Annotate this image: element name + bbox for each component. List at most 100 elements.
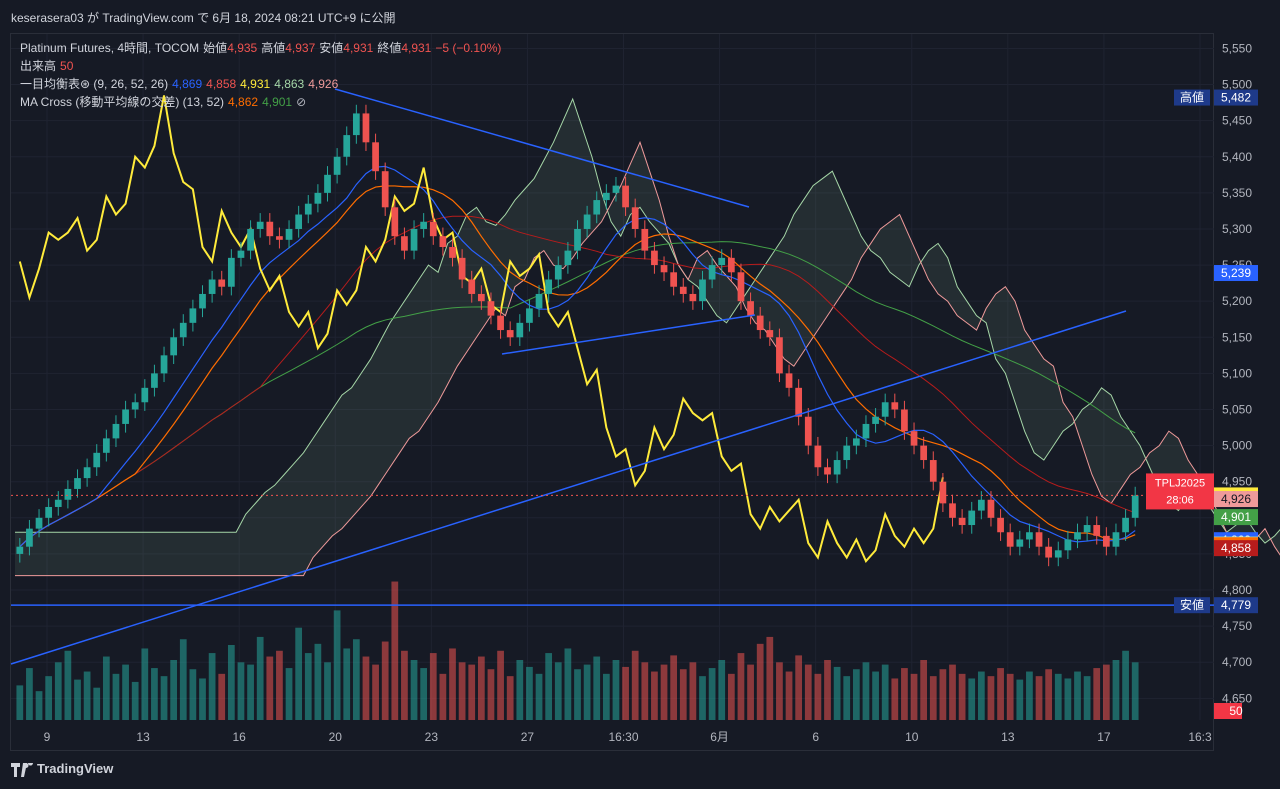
candle-body <box>843 445 851 461</box>
price-label: 5,482 <box>1221 91 1251 105</box>
candle-body <box>314 192 322 204</box>
volume-bar <box>747 664 754 720</box>
eye-off-icon[interactable]: ⊘ <box>296 95 307 109</box>
candle-body <box>641 228 649 251</box>
price-tag-label-bg <box>1174 597 1210 614</box>
candle-body <box>45 506 53 518</box>
candle-body <box>381 171 389 208</box>
volume-bar <box>564 648 572 720</box>
volume-bar <box>545 653 553 720</box>
candle-body <box>824 467 831 475</box>
candle-body <box>574 228 581 251</box>
volume-bar <box>54 662 62 720</box>
candle-body <box>583 214 591 229</box>
volume-bar <box>718 660 726 720</box>
legend-volume-value: 50 <box>60 59 74 73</box>
candle-body <box>785 373 793 388</box>
volume-bar <box>410 660 418 720</box>
volume-bar <box>160 676 168 720</box>
y-tick-label: 5,350 <box>1222 186 1252 200</box>
volume-bar <box>227 645 235 720</box>
volume-bar <box>939 669 947 720</box>
candle-body <box>901 409 908 432</box>
brand-name: TradingView <box>37 761 114 776</box>
symbol-label-bg <box>1146 473 1214 510</box>
volume-bar <box>295 627 303 720</box>
legend-volume-name: 出来高 <box>20 59 57 73</box>
price-tag-label: 安値 <box>1180 597 1204 612</box>
legend-open-label: 始値 <box>203 41 228 55</box>
price-label-bg <box>1214 265 1258 282</box>
conversion-line <box>19 165 1136 548</box>
candle-body <box>449 247 456 258</box>
candle-body <box>881 402 889 417</box>
volume-bar <box>131 681 139 720</box>
volume-bar <box>218 673 226 720</box>
tradingview-logo-icon <box>11 762 33 777</box>
x-tick-label: 13 <box>136 730 150 744</box>
candle-body <box>151 373 158 388</box>
volume-bar <box>612 660 620 720</box>
brand[interactable]: TradingView <box>11 761 113 777</box>
legend-ma52: 4,901 <box>262 95 293 109</box>
legend-close-label: 終値 <box>377 41 402 55</box>
volume-bar <box>170 660 178 720</box>
candle-body <box>833 460 841 475</box>
volume-bar <box>102 656 110 720</box>
candle-body <box>929 460 937 482</box>
lagging-span <box>18 95 944 563</box>
candle-body <box>439 236 447 248</box>
candle-body <box>1131 495 1139 518</box>
volume-bar <box>362 656 370 720</box>
candle-body <box>497 315 504 331</box>
volume-bar <box>949 664 956 720</box>
leading-span-b <box>15 140 1280 577</box>
candle-body <box>910 431 918 446</box>
candle-body <box>1045 546 1053 558</box>
volume-bar <box>622 666 629 720</box>
y-tick-label: 5,400 <box>1222 150 1252 164</box>
candle-body <box>458 257 466 280</box>
candle-body <box>1122 517 1129 533</box>
volume-bar <box>660 664 668 720</box>
y-tick-label: 5,050 <box>1222 402 1252 416</box>
volume-bar <box>1112 660 1120 720</box>
candle-body <box>285 228 293 240</box>
candle-body <box>1054 550 1062 558</box>
volume-bar <box>1102 664 1110 720</box>
candle-body <box>218 279 226 287</box>
y-tick-label: 4,750 <box>1222 619 1252 633</box>
y-tick-label: 5,550 <box>1222 41 1252 55</box>
candle-body <box>987 499 995 518</box>
x-tick-label: 6月 <box>710 730 729 744</box>
x-tick-label: 17 <box>1097 730 1111 744</box>
candle-body <box>516 322 524 338</box>
candle-body <box>718 257 726 266</box>
volume-bar <box>179 639 187 720</box>
candle-body <box>737 272 745 302</box>
volume-bar <box>804 664 812 720</box>
volume-bar <box>824 660 831 720</box>
legend-lagging: 4,931 <box>240 77 271 91</box>
candle-body <box>891 402 899 410</box>
volume-bar <box>304 653 312 720</box>
volume-bar <box>1064 678 1072 720</box>
volume-bar <box>535 673 543 720</box>
candle-body <box>958 517 966 526</box>
volume-bar <box>276 650 283 720</box>
volume-bar <box>727 673 735 720</box>
candle-body <box>54 499 62 507</box>
x-tick-label: 20 <box>329 730 343 744</box>
price-label: 4,901 <box>1221 510 1251 524</box>
candle-body <box>247 228 254 251</box>
trendline-resistance <box>334 88 750 208</box>
candle-body <box>852 438 860 446</box>
x-tick-label: 16:30 <box>608 730 638 744</box>
candle-body <box>679 286 687 294</box>
candle-body <box>593 200 601 215</box>
y-tick-label: 5,150 <box>1222 330 1252 344</box>
candle-body <box>920 445 928 461</box>
candle-body <box>776 337 783 374</box>
volume-bar <box>458 662 466 720</box>
